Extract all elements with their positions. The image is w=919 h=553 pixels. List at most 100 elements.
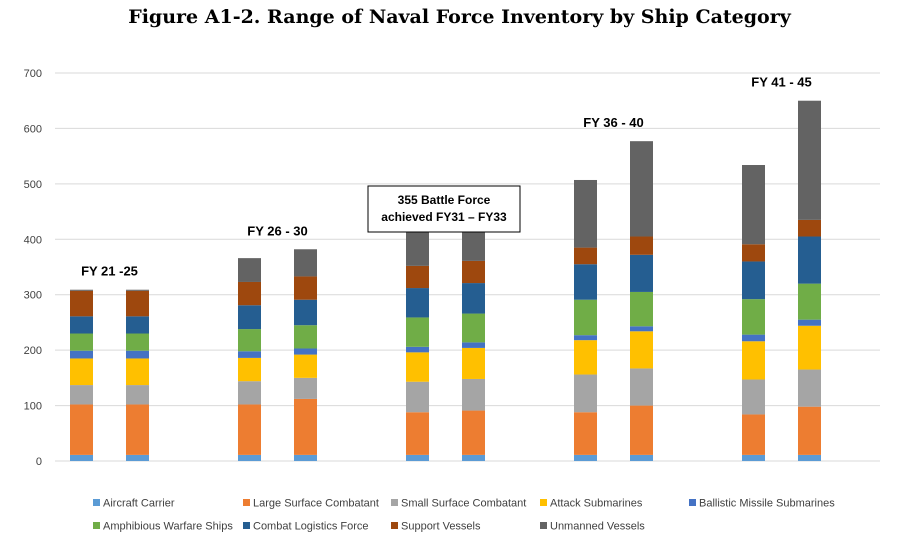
- bar-segment: [574, 412, 597, 455]
- bar-segment: [798, 219, 821, 237]
- legend-label: Attack Submarines: [550, 498, 643, 510]
- bar-segment: [798, 319, 821, 326]
- bar-segment: [406, 346, 429, 353]
- bar-segment: [294, 348, 317, 355]
- bar-segment: [798, 283, 821, 320]
- legend-swatch: [243, 499, 250, 506]
- bar-segment: [574, 264, 597, 300]
- bar-segment: [406, 412, 429, 455]
- bar-segment: [126, 454, 149, 461]
- y-tick-label: 600: [24, 123, 42, 135]
- bar-segment: [462, 313, 485, 343]
- bar-segment: [406, 352, 429, 382]
- bar-segment: [574, 335, 597, 341]
- bar-segment: [126, 350, 149, 359]
- bar-segment: [70, 350, 93, 359]
- bar-segment: [462, 283, 485, 314]
- bar-segment: [630, 405, 653, 455]
- legend-swatch: [391, 499, 398, 506]
- bar-segment: [406, 454, 429, 461]
- bar-segment: [294, 398, 317, 455]
- legend-swatch: [93, 522, 100, 529]
- bar-segment: [742, 454, 765, 461]
- bar-segment: [742, 414, 765, 455]
- bar-segment: [126, 333, 149, 351]
- annotation-box: 355 Battle Force achieved FY31 – FY33: [367, 185, 521, 233]
- chart-title: Figure A1-2. Range of Naval Force Invent…: [128, 6, 791, 28]
- bar-segment: [798, 236, 821, 284]
- bar-segment: [238, 404, 261, 455]
- bar-segment: [294, 377, 317, 399]
- legend-label: Small Surface Combatant: [401, 498, 526, 510]
- bar-segment: [630, 368, 653, 406]
- bar-segment: [294, 354, 317, 378]
- bar-segment: [70, 454, 93, 461]
- bar-segment: [462, 410, 485, 455]
- bar-segment: [406, 265, 429, 289]
- bar-segment: [630, 254, 653, 292]
- bar-segment: [462, 232, 485, 261]
- legend: Aircraft Carrier Large Surface Combatant S…: [93, 498, 835, 533]
- group-label: FY 26 - 30: [247, 223, 307, 238]
- bar-segment: [462, 378, 485, 411]
- annotation-text: 355 Battle Force: [398, 193, 491, 207]
- bar-segment: [238, 305, 261, 330]
- legend-label: Support Vessels: [401, 521, 481, 533]
- legend-swatch: [243, 522, 250, 529]
- bar-segment: [462, 454, 485, 461]
- bar-segment: [238, 281, 261, 306]
- y-tick-label: 300: [24, 290, 42, 302]
- bar-segment: [406, 288, 429, 318]
- bar-segment: [630, 236, 653, 255]
- bar-segment: [406, 381, 429, 413]
- bar-segment: [126, 404, 149, 455]
- group-label: FY 36 - 40: [583, 115, 643, 130]
- legend-label: Combat Logistics Force: [253, 521, 369, 533]
- y-tick-label: 100: [24, 401, 42, 413]
- y-tick-label: 500: [24, 179, 42, 191]
- annotation-frame: [367, 185, 521, 233]
- bar-segment: [126, 385, 149, 405]
- y-tick-label: 400: [24, 234, 42, 246]
- bar-segment: [462, 260, 485, 284]
- bar-segment: [294, 249, 317, 277]
- bar-segment: [126, 316, 149, 334]
- legend-label: Unmanned Vessels: [550, 521, 645, 533]
- bar-segment: [462, 347, 485, 379]
- legend-swatch: [391, 522, 398, 529]
- bar-segment: [70, 289, 93, 291]
- bar-segment: [406, 317, 429, 347]
- bar-segment: [742, 379, 765, 415]
- legend-label: Amphibious Warfare Ships: [103, 521, 233, 533]
- bar-segment: [798, 454, 821, 461]
- bar-segment: [70, 385, 93, 405]
- bar-segment: [406, 231, 429, 266]
- bar-segment: [630, 141, 653, 237]
- bar-segment: [574, 299, 597, 336]
- legend-label: Large Surface Combatant: [253, 498, 379, 510]
- bar-segment: [238, 329, 261, 352]
- y-tick-label: 700: [24, 68, 42, 80]
- bar-segment: [70, 290, 93, 317]
- bar-segment: [126, 289, 149, 291]
- bar-stacks: [70, 100, 821, 461]
- y-tick-label: 200: [24, 345, 42, 357]
- bar-segment: [574, 247, 597, 265]
- annotation-text: achieved FY31 – FY33: [381, 210, 507, 224]
- bar-segment: [630, 331, 653, 369]
- bar-segment: [294, 276, 317, 300]
- legend-label: Ballistic Missile Submarines: [699, 498, 835, 510]
- bar-segment: [574, 179, 597, 248]
- bar-segment: [294, 325, 317, 349]
- bar-segment: [630, 291, 653, 327]
- legend-swatch: [689, 499, 696, 506]
- bar-segment: [742, 334, 765, 342]
- bar-segment: [294, 299, 317, 326]
- bar-segment: [462, 342, 485, 348]
- y-tick-label: 0: [36, 456, 42, 468]
- bar-segment: [798, 325, 821, 370]
- bar-segment: [238, 381, 261, 405]
- bar-segment: [742, 244, 765, 262]
